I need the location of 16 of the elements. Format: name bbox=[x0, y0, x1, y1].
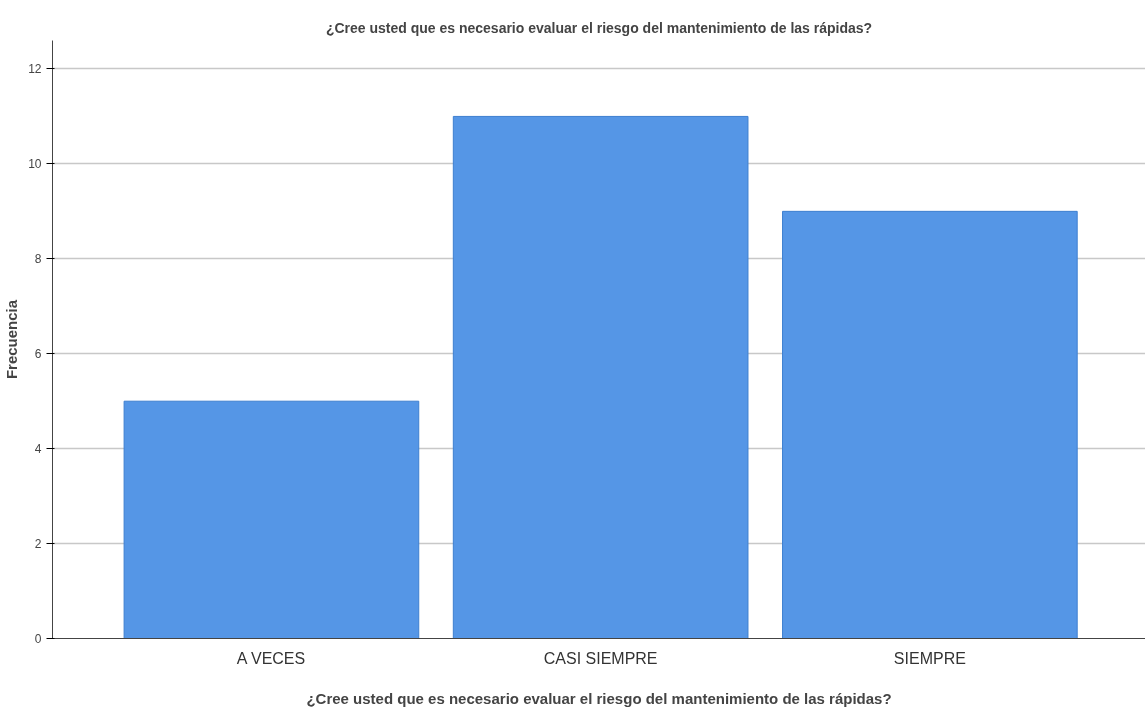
y-tick-label: 4 bbox=[34, 442, 42, 457]
y-tick-label: 6 bbox=[34, 347, 42, 362]
y-axis-title: Frecuencia bbox=[3, 299, 21, 380]
bar bbox=[452, 115, 749, 639]
y-tick-label: 0 bbox=[34, 632, 42, 646]
x-tick-label: A VECES bbox=[236, 649, 306, 667]
x-tick-label: SIEMPRE bbox=[893, 649, 966, 667]
y-tick-label: 2 bbox=[34, 537, 42, 552]
x-tick-label: CASI SIEMPRE bbox=[543, 649, 658, 667]
y-tick-label: 8 bbox=[34, 252, 42, 267]
bar bbox=[123, 400, 420, 639]
y-tick-label: 10 bbox=[28, 157, 42, 172]
y-tick-label: 12 bbox=[28, 62, 42, 77]
x-axis-title: ¿Cree usted que es necesario evaluar el riesgo del mantenimiento de las rápidas? bbox=[306, 689, 892, 707]
bar bbox=[782, 210, 1078, 639]
chart-title: ¿Cree usted que es necesario evaluar el riesgo del mantenimiento de las rápidas? bbox=[325, 19, 873, 36]
